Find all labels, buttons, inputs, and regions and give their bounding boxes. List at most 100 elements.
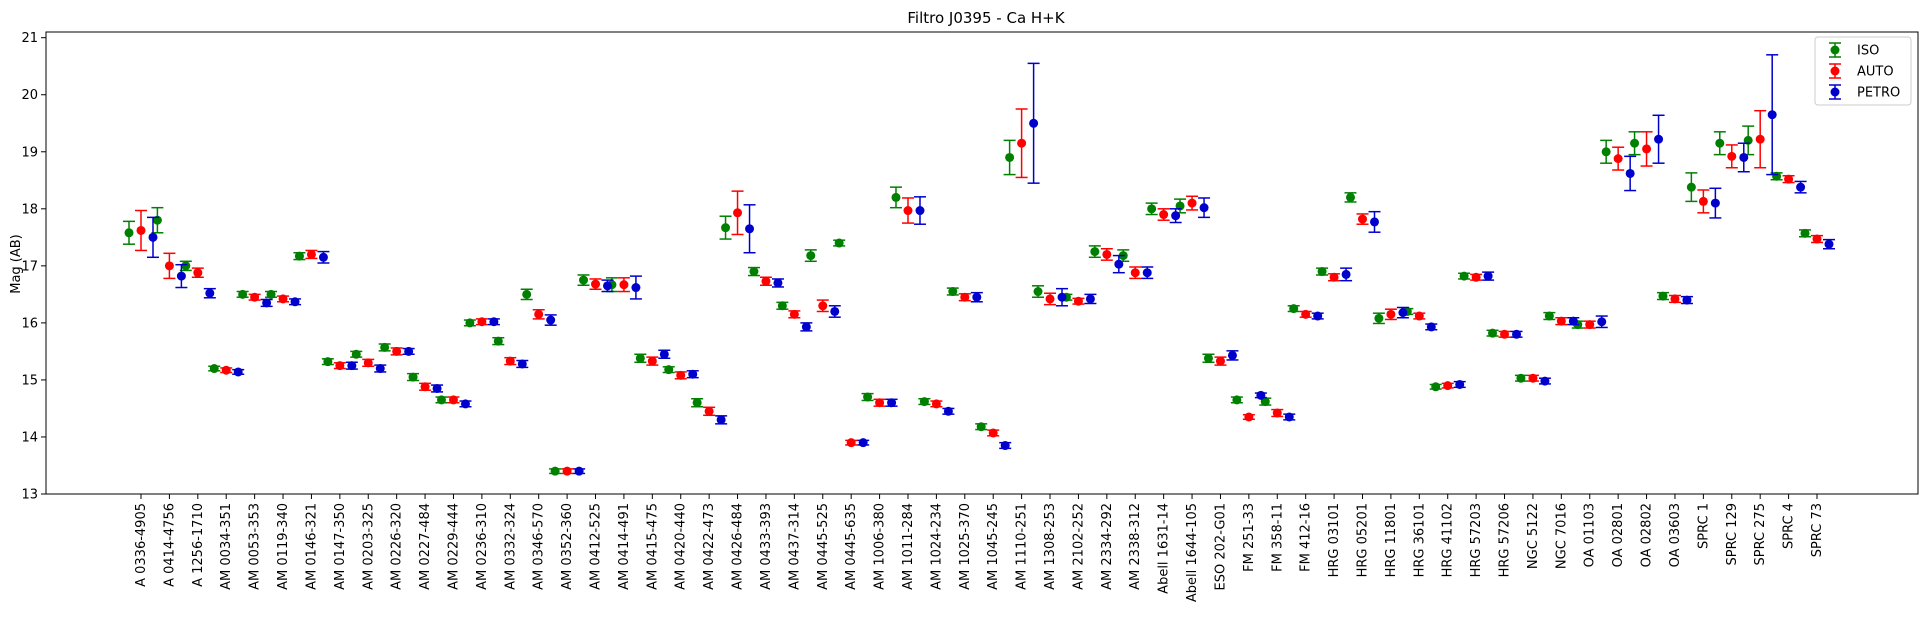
data-point [931, 399, 941, 409]
x-tick-label: Abell 1631-14 [1157, 503, 1172, 594]
x-tick-label: AM 0236-310 [475, 503, 490, 590]
legend[interactable]: ISO AUTO PETRO [1814, 36, 1912, 106]
x-tick-label: SPRC 73 [1810, 503, 1825, 557]
x-tick-label: AM 0229-444 [446, 503, 461, 590]
x-tick-label: AM 0147-350 [333, 503, 348, 590]
data-point [1345, 192, 1355, 202]
data-point [1341, 269, 1351, 279]
legend-item-auto: AUTO [1829, 63, 1894, 80]
data-point [1244, 412, 1254, 422]
x-tick-label: AM 1110-251 [1015, 503, 1030, 590]
x-tick-label: A 0336-4905 [134, 503, 149, 587]
data-point [1232, 395, 1242, 405]
data-point [181, 261, 191, 271]
data-point [1171, 211, 1181, 221]
x-tick-label: HRG 57206 [1498, 503, 1513, 577]
x-tick-label: AM 0352-360 [560, 503, 575, 590]
data-point [1568, 316, 1578, 326]
x-tick-label: AM 0332-324 [503, 503, 518, 590]
data-point [436, 395, 446, 405]
data-point [647, 356, 657, 366]
data-point [238, 289, 248, 299]
data-point [1597, 317, 1607, 327]
x-tick-label: AM 0437-314 [787, 503, 802, 590]
data-point [1114, 259, 1124, 269]
data-point [420, 382, 430, 392]
y-axis-label: Mag (AB) [9, 234, 24, 294]
x-tick-label: ESO 202-G01 [1213, 503, 1228, 590]
data-point [1625, 168, 1635, 178]
data-point [1784, 174, 1794, 184]
legend-label: AUTO [1857, 65, 1894, 80]
data-point [631, 283, 641, 293]
data-point [773, 278, 783, 288]
data-point [1727, 151, 1737, 161]
data-point [534, 309, 544, 319]
data-point [262, 298, 272, 308]
data-point [1329, 272, 1339, 282]
x-tick-label: HRG 36101 [1412, 503, 1427, 577]
x-tick-label: AM 0422-473 [702, 503, 717, 590]
x-tick-label: HRG 03101 [1327, 503, 1342, 577]
data-point [489, 317, 499, 327]
x-tick-label: AM 1308-253 [1043, 503, 1058, 590]
x-tick-label: NGC 7016 [1554, 503, 1569, 569]
y-tick-label: 13 [21, 488, 38, 503]
data-point [1812, 234, 1822, 244]
data-point [834, 238, 844, 248]
data-point [721, 223, 731, 233]
data-point [363, 358, 373, 368]
data-point [1090, 247, 1100, 257]
data-point [148, 232, 158, 242]
data-point [988, 428, 998, 438]
data-point [1017, 138, 1027, 148]
x-tick-label: AM 1011-284 [901, 503, 916, 590]
data-point [1130, 268, 1140, 278]
x-tick-label: AM 0053-353 [248, 503, 263, 590]
data-point [688, 369, 698, 379]
data-point [1630, 138, 1640, 148]
data-point [1483, 271, 1493, 281]
data-point [1658, 291, 1668, 301]
legend-item-iso: ISO [1829, 42, 1879, 59]
data-point [1147, 204, 1157, 214]
data-point [574, 466, 584, 476]
data-point [875, 398, 885, 408]
x-tick-label: OA 03603 [1668, 503, 1683, 567]
data-point [1045, 294, 1055, 304]
y-tick-label: 20 [21, 88, 38, 103]
data-point [891, 192, 901, 202]
x-tick-label: SPRC 4 [1782, 503, 1797, 549]
data-point [1601, 147, 1611, 157]
x-tick-label: HRG 05201 [1355, 503, 1370, 577]
x-tick-label: AM 0445-525 [816, 503, 831, 590]
data-point [858, 438, 868, 448]
data-point [1369, 217, 1379, 227]
data-point [960, 292, 970, 302]
y-tick-label: 18 [21, 202, 38, 217]
data-point [1767, 110, 1777, 120]
data-point [976, 422, 986, 432]
data-point [972, 292, 982, 302]
data-point [477, 317, 487, 327]
data-point [1317, 267, 1327, 277]
data-point [1386, 309, 1396, 319]
data-point [1142, 268, 1152, 278]
legend-label: PETRO [1857, 86, 1900, 101]
data-point [1544, 311, 1554, 321]
legend-frame [1814, 36, 1912, 106]
data-point [1516, 373, 1526, 383]
data-point [221, 365, 231, 375]
data-point [915, 206, 925, 216]
data-point [351, 349, 361, 359]
data-point [294, 251, 304, 261]
data-point [789, 309, 799, 319]
x-tick-label: AM 0227-484 [418, 503, 433, 590]
x-tick-label: SPRC 129 [1725, 503, 1740, 566]
x-tick-label: FM 412-16 [1299, 503, 1314, 572]
data-point [1455, 379, 1465, 389]
data-point [1431, 382, 1441, 392]
data-point [1471, 272, 1481, 282]
y-tick-label: 21 [21, 31, 38, 46]
